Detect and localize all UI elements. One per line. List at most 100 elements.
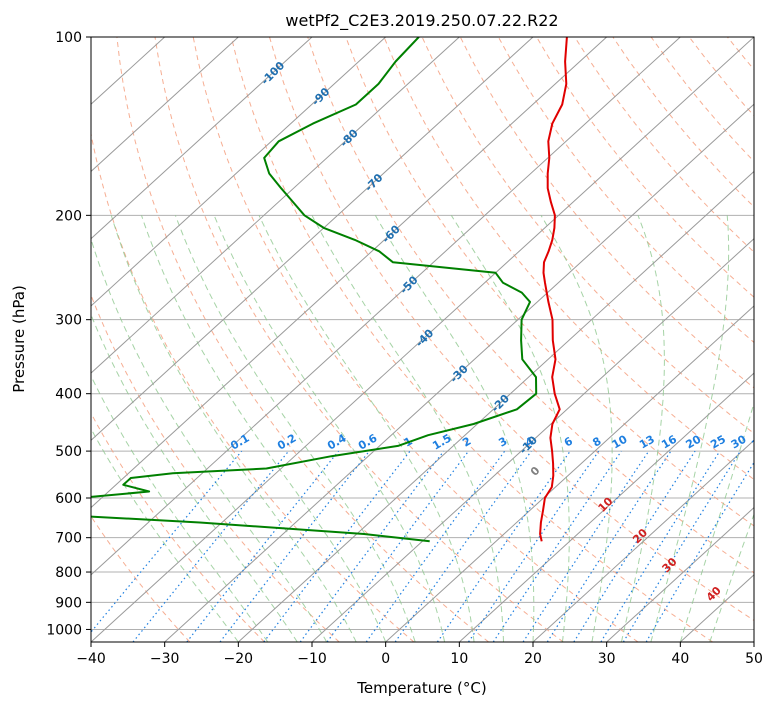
x-tick-label: −40	[76, 651, 106, 667]
mixing-ratio-line	[573, 450, 696, 642]
moist-adiabat	[650, 215, 730, 642]
x-tick-label: 50	[745, 651, 763, 667]
isotherm-line	[164, 103, 754, 642]
mixing-ratio-line	[326, 450, 469, 642]
y-tick-label: 100	[55, 30, 82, 46]
dry-adiabat	[536, 37, 754, 298]
moist-adiabat	[91, 313, 298, 642]
isotherm-line	[91, 37, 460, 374]
moist-adiabat	[141, 215, 387, 642]
mixing-ratio-line	[365, 450, 506, 642]
y-tick-label: 1000	[46, 622, 82, 638]
y-tick-label: 900	[55, 595, 82, 611]
dry-adiabat	[459, 37, 754, 389]
moist-adiabat	[91, 427, 239, 642]
x-axis-title: Temperature (°C)	[356, 679, 486, 697]
isotherm-line	[91, 37, 313, 240]
mixing-ratio-label: 6	[562, 434, 575, 449]
y-tick-label: 600	[55, 491, 82, 507]
mixing-ratio-line	[645, 461, 754, 642]
moist-adiabat	[91, 237, 328, 642]
background-lines	[91, 37, 775, 642]
isotherm-line	[91, 37, 754, 642]
x-tick-label: −20	[224, 651, 254, 667]
mixing-ratio-line	[467, 450, 600, 642]
y-tick-label: 400	[55, 387, 82, 403]
isotherm-line	[91, 37, 239, 173]
dry-adiabat	[497, 37, 754, 344]
mixing-ratio-label: 0.2	[275, 432, 298, 453]
moist-adiabat	[709, 513, 754, 642]
isotherm-line	[385, 305, 754, 642]
moist-adiabat	[620, 215, 665, 642]
mixing-ratio-line	[522, 450, 650, 642]
moist-adiabat	[450, 215, 570, 642]
mixing-ratio-line	[436, 450, 571, 642]
x-tick-label: 0	[381, 651, 390, 667]
isotherm-line	[91, 37, 534, 442]
dry-adiabat	[688, 37, 754, 117]
dry-adiabat-label: 20	[630, 526, 650, 546]
isotherm-line	[237, 170, 754, 642]
isotherm-line	[606, 506, 754, 642]
moist-adiabat	[174, 215, 416, 642]
dry-adiabat	[91, 293, 340, 642]
mixing-ratio-line	[186, 450, 340, 642]
y-tick-label: 500	[55, 444, 82, 460]
moist-adiabat	[311, 215, 504, 642]
moist-adiabat	[91, 374, 269, 642]
dry-adiabat	[650, 37, 754, 163]
x-axis-ticks: −40 −30 −20 −10 0 10 20 30 40 50	[76, 642, 763, 667]
isotherm-line	[91, 37, 681, 576]
dry-adiabat	[727, 37, 754, 71]
mixing-ratio-line	[394, 450, 532, 642]
dry-adiabat	[91, 131, 415, 642]
moist-adiabat	[540, 215, 613, 642]
mixing-ratio-label: 0.4	[325, 431, 349, 452]
y-axis-title: Pressure (hPa)	[10, 285, 28, 393]
mixing-ratio-label: 25	[708, 433, 728, 452]
dry-adiabat	[383, 37, 754, 481]
series-layer	[91, 37, 568, 543]
chart-title: wetPf2_C2E3.2019.250.07.22.R22	[285, 11, 558, 31]
x-tick-label: 20	[524, 651, 542, 667]
dry-adiabat-label: 10	[596, 494, 616, 514]
x-tick-label: −10	[297, 651, 327, 667]
dry-adiabat	[91, 412, 265, 642]
dry-adiabat	[307, 37, 754, 574]
dry-adiabat	[192, 37, 639, 642]
isotherm-line	[91, 37, 608, 509]
mixing-ratio-line	[91, 450, 243, 633]
y-tick-label: 800	[55, 565, 82, 581]
dry-adiabat	[269, 37, 754, 622]
y-tick-label: 200	[55, 208, 82, 224]
isotherm-line	[532, 439, 754, 642]
moist-adiabat-label: 0	[528, 464, 543, 479]
dry-adiabat	[154, 37, 564, 642]
moist-adiabat	[374, 215, 535, 642]
mixing-ratio-line	[263, 450, 411, 642]
x-tick-label: 30	[598, 651, 616, 667]
mixing-ratio-label: 30	[729, 432, 749, 451]
x-tick-label: 10	[450, 651, 468, 667]
y-tick-label: 300	[55, 313, 82, 329]
isotherm-line	[458, 372, 754, 642]
mixing-ratio-line	[600, 450, 721, 642]
dry-adiabat	[766, 37, 775, 642]
dry-adiabat	[91, 515, 191, 642]
dewpoint-profile	[91, 37, 538, 543]
moist-adiabat	[213, 215, 446, 642]
dry-adiabat	[345, 37, 754, 527]
dry-adiabat	[116, 37, 489, 642]
mixing-ratio-label: 36	[749, 432, 769, 451]
mixing-ratio-line	[219, 450, 370, 642]
dry-adiabat-label: 40	[704, 584, 724, 604]
plot-frame	[90, 36, 755, 643]
x-tick-label: 40	[671, 651, 689, 667]
y-axis-ticks: 100 200 300 400 500 600 700 800 900 1000	[46, 30, 91, 638]
mixing-ratio-line	[546, 450, 672, 642]
isotherm-line	[91, 37, 387, 307]
dry-adiabat	[612, 37, 754, 208]
isotherm-line	[753, 641, 754, 642]
